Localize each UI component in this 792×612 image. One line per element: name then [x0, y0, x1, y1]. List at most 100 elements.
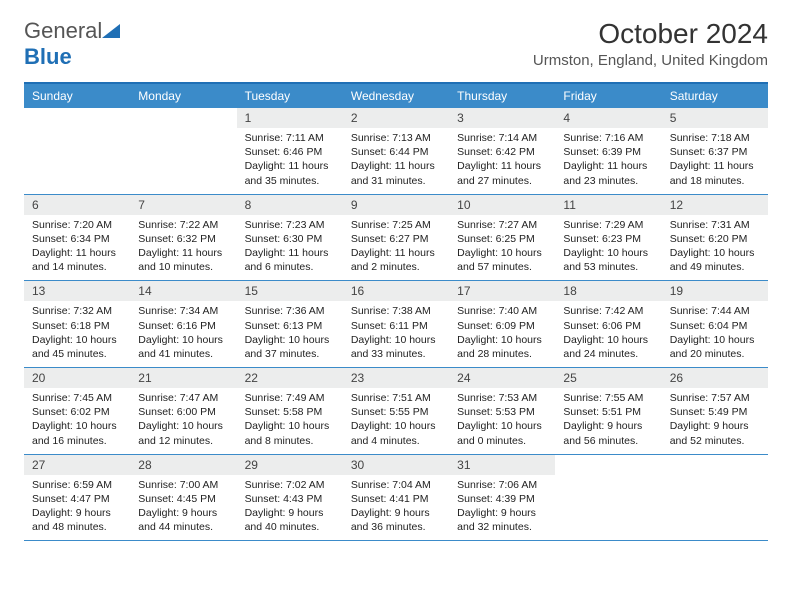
title-block: October 2024 Urmston, England, United Ki…	[533, 18, 768, 69]
calendar-cell	[24, 108, 130, 194]
day-details: Sunrise: 7:49 AMSunset: 5:58 PMDaylight:…	[237, 388, 343, 454]
sunrise-text: Sunrise: 7:18 AM	[670, 131, 760, 145]
calendar: Sunday Monday Tuesday Wednesday Thursday…	[24, 82, 768, 541]
daylight-text: Daylight: 9 hours and 36 minutes.	[351, 506, 441, 534]
sunset-text: Sunset: 5:58 PM	[245, 405, 335, 419]
sunrise-text: Sunrise: 6:59 AM	[32, 478, 122, 492]
daylight-text: Daylight: 10 hours and 4 minutes.	[351, 419, 441, 447]
calendar-week: 13Sunrise: 7:32 AMSunset: 6:18 PMDayligh…	[24, 281, 768, 368]
sunset-text: Sunset: 4:45 PM	[138, 492, 228, 506]
sunrise-text: Sunrise: 7:47 AM	[138, 391, 228, 405]
sunset-text: Sunset: 6:25 PM	[457, 232, 547, 246]
calendar-cell: 10Sunrise: 7:27 AMSunset: 6:25 PMDayligh…	[449, 195, 555, 281]
daylight-text: Daylight: 10 hours and 37 minutes.	[245, 333, 335, 361]
calendar-cell: 4Sunrise: 7:16 AMSunset: 6:39 PMDaylight…	[555, 108, 661, 194]
calendar-cell: 28Sunrise: 7:00 AMSunset: 4:45 PMDayligh…	[130, 455, 236, 541]
sunrise-text: Sunrise: 7:32 AM	[32, 304, 122, 318]
calendar-cell: 22Sunrise: 7:49 AMSunset: 5:58 PMDayligh…	[237, 368, 343, 454]
sunset-text: Sunset: 5:53 PM	[457, 405, 547, 419]
sunrise-text: Sunrise: 7:06 AM	[457, 478, 547, 492]
day-details: Sunrise: 7:25 AMSunset: 6:27 PMDaylight:…	[343, 215, 449, 281]
sunset-text: Sunset: 6:34 PM	[32, 232, 122, 246]
sunset-text: Sunset: 6:09 PM	[457, 319, 547, 333]
calendar-cell: 17Sunrise: 7:40 AMSunset: 6:09 PMDayligh…	[449, 281, 555, 367]
calendar-cell: 7Sunrise: 7:22 AMSunset: 6:32 PMDaylight…	[130, 195, 236, 281]
day-details: Sunrise: 7:42 AMSunset: 6:06 PMDaylight:…	[555, 301, 661, 367]
day-header: Monday	[130, 84, 236, 108]
daylight-text: Daylight: 9 hours and 48 minutes.	[32, 506, 122, 534]
day-details: Sunrise: 7:57 AMSunset: 5:49 PMDaylight:…	[662, 388, 768, 454]
sunset-text: Sunset: 6:02 PM	[32, 405, 122, 419]
sunset-text: Sunset: 6:13 PM	[245, 319, 335, 333]
daylight-text: Daylight: 11 hours and 14 minutes.	[32, 246, 122, 274]
calendar-cell: 11Sunrise: 7:29 AMSunset: 6:23 PMDayligh…	[555, 195, 661, 281]
calendar-cell: 21Sunrise: 7:47 AMSunset: 6:00 PMDayligh…	[130, 368, 236, 454]
sunset-text: Sunset: 6:00 PM	[138, 405, 228, 419]
sunrise-text: Sunrise: 7:42 AM	[563, 304, 653, 318]
day-number: 8	[237, 195, 343, 215]
daylight-text: Daylight: 10 hours and 53 minutes.	[563, 246, 653, 274]
sunrise-text: Sunrise: 7:49 AM	[245, 391, 335, 405]
daylight-text: Daylight: 10 hours and 28 minutes.	[457, 333, 547, 361]
sunrise-text: Sunrise: 7:44 AM	[670, 304, 760, 318]
day-details: Sunrise: 7:18 AMSunset: 6:37 PMDaylight:…	[662, 128, 768, 194]
day-header: Friday	[555, 84, 661, 108]
calendar-cell: 30Sunrise: 7:04 AMSunset: 4:41 PMDayligh…	[343, 455, 449, 541]
sunset-text: Sunset: 6:39 PM	[563, 145, 653, 159]
calendar-cell: 1Sunrise: 7:11 AMSunset: 6:46 PMDaylight…	[237, 108, 343, 194]
sunrise-text: Sunrise: 7:14 AM	[457, 131, 547, 145]
sunrise-text: Sunrise: 7:04 AM	[351, 478, 441, 492]
day-number: 30	[343, 455, 449, 475]
daylight-text: Daylight: 11 hours and 10 minutes.	[138, 246, 228, 274]
sunrise-text: Sunrise: 7:53 AM	[457, 391, 547, 405]
daylight-text: Daylight: 9 hours and 56 minutes.	[563, 419, 653, 447]
day-header: Wednesday	[343, 84, 449, 108]
calendar-cell: 12Sunrise: 7:31 AMSunset: 6:20 PMDayligh…	[662, 195, 768, 281]
sunrise-text: Sunrise: 7:34 AM	[138, 304, 228, 318]
day-details: Sunrise: 7:40 AMSunset: 6:09 PMDaylight:…	[449, 301, 555, 367]
calendar-cell: 25Sunrise: 7:55 AMSunset: 5:51 PMDayligh…	[555, 368, 661, 454]
calendar-cell: 29Sunrise: 7:02 AMSunset: 4:43 PMDayligh…	[237, 455, 343, 541]
sunset-text: Sunset: 6:20 PM	[670, 232, 760, 246]
daylight-text: Daylight: 11 hours and 6 minutes.	[245, 246, 335, 274]
day-number: 9	[343, 195, 449, 215]
calendar-cell: 5Sunrise: 7:18 AMSunset: 6:37 PMDaylight…	[662, 108, 768, 194]
daylight-text: Daylight: 10 hours and 16 minutes.	[32, 419, 122, 447]
sunset-text: Sunset: 4:39 PM	[457, 492, 547, 506]
calendar-cell: 13Sunrise: 7:32 AMSunset: 6:18 PMDayligh…	[24, 281, 130, 367]
calendar-cell: 20Sunrise: 7:45 AMSunset: 6:02 PMDayligh…	[24, 368, 130, 454]
month-title: October 2024	[533, 18, 768, 50]
calendar-cell: 31Sunrise: 7:06 AMSunset: 4:39 PMDayligh…	[449, 455, 555, 541]
day-header: Sunday	[24, 84, 130, 108]
daylight-text: Daylight: 11 hours and 27 minutes.	[457, 159, 547, 187]
daylight-text: Daylight: 11 hours and 2 minutes.	[351, 246, 441, 274]
day-number: 2	[343, 108, 449, 128]
sunrise-text: Sunrise: 7:51 AM	[351, 391, 441, 405]
sunrise-text: Sunrise: 7:02 AM	[245, 478, 335, 492]
day-number: 28	[130, 455, 236, 475]
calendar-cell	[130, 108, 236, 194]
daylight-text: Daylight: 11 hours and 35 minutes.	[245, 159, 335, 187]
day-number: 16	[343, 281, 449, 301]
calendar-week: 6Sunrise: 7:20 AMSunset: 6:34 PMDaylight…	[24, 195, 768, 282]
day-details: Sunrise: 7:23 AMSunset: 6:30 PMDaylight:…	[237, 215, 343, 281]
day-details: Sunrise: 7:55 AMSunset: 5:51 PMDaylight:…	[555, 388, 661, 454]
day-number: 11	[555, 195, 661, 215]
sunrise-text: Sunrise: 7:40 AM	[457, 304, 547, 318]
day-details: Sunrise: 7:04 AMSunset: 4:41 PMDaylight:…	[343, 475, 449, 541]
day-header: Saturday	[662, 84, 768, 108]
day-number: 6	[24, 195, 130, 215]
sunrise-text: Sunrise: 7:31 AM	[670, 218, 760, 232]
day-details: Sunrise: 7:02 AMSunset: 4:43 PMDaylight:…	[237, 475, 343, 541]
sunrise-text: Sunrise: 7:16 AM	[563, 131, 653, 145]
day-details: Sunrise: 7:44 AMSunset: 6:04 PMDaylight:…	[662, 301, 768, 367]
calendar-cell: 3Sunrise: 7:14 AMSunset: 6:42 PMDaylight…	[449, 108, 555, 194]
calendar-cell	[662, 455, 768, 541]
sunset-text: Sunset: 6:11 PM	[351, 319, 441, 333]
calendar-cell: 19Sunrise: 7:44 AMSunset: 6:04 PMDayligh…	[662, 281, 768, 367]
daylight-text: Daylight: 10 hours and 20 minutes.	[670, 333, 760, 361]
daylight-text: Daylight: 9 hours and 44 minutes.	[138, 506, 228, 534]
day-number: 21	[130, 368, 236, 388]
day-number: 26	[662, 368, 768, 388]
day-details: Sunrise: 7:38 AMSunset: 6:11 PMDaylight:…	[343, 301, 449, 367]
